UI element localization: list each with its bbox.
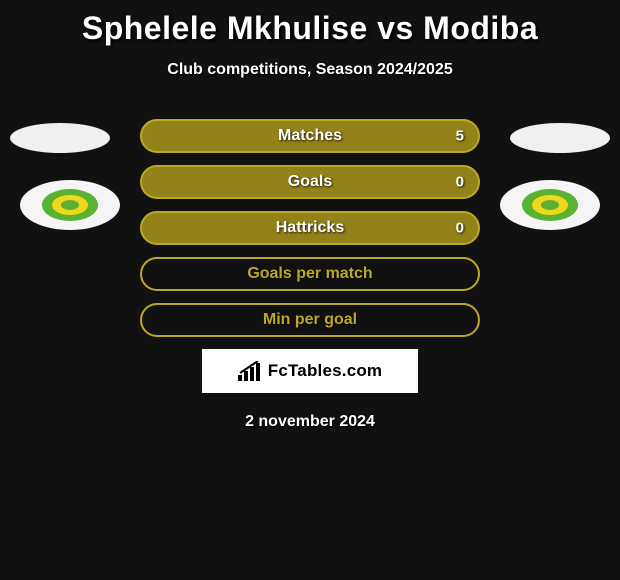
stat-row: Hattricks 0 [140,211,480,245]
stat-row: Matches 5 [140,119,480,153]
stat-label: Goals [288,173,332,191]
club-badge-left [20,180,120,230]
stat-value: 5 [456,128,464,145]
stat-label: Goals per match [247,265,372,283]
club-badge-right [500,180,600,230]
subtitle: Club competitions, Season 2024/2025 [0,61,620,79]
stat-row: Min per goal [140,303,480,337]
stat-label: Matches [278,127,342,145]
brand-chart-icon [238,361,262,381]
brand-text: FcTables.com [268,361,383,381]
stat-row: Goals per match [140,257,480,291]
stat-row: Goals 0 [140,165,480,199]
page-title: Sphelele Mkhulise vs Modiba [0,0,620,47]
date-text: 2 november 2024 [0,413,620,431]
stat-label: Min per goal [263,311,357,329]
stat-label: Hattricks [276,219,344,237]
brand-badge: FcTables.com [202,349,418,393]
club-crest-icon [518,186,582,224]
stat-value: 0 [456,220,464,237]
club-crest-icon [38,186,102,224]
stats-list: Matches 5 Goals 0 Hattricks 0 Goals per match M… [140,119,480,337]
player-left-marker [10,123,110,153]
player-right-marker [510,123,610,153]
stat-value: 0 [456,174,464,191]
